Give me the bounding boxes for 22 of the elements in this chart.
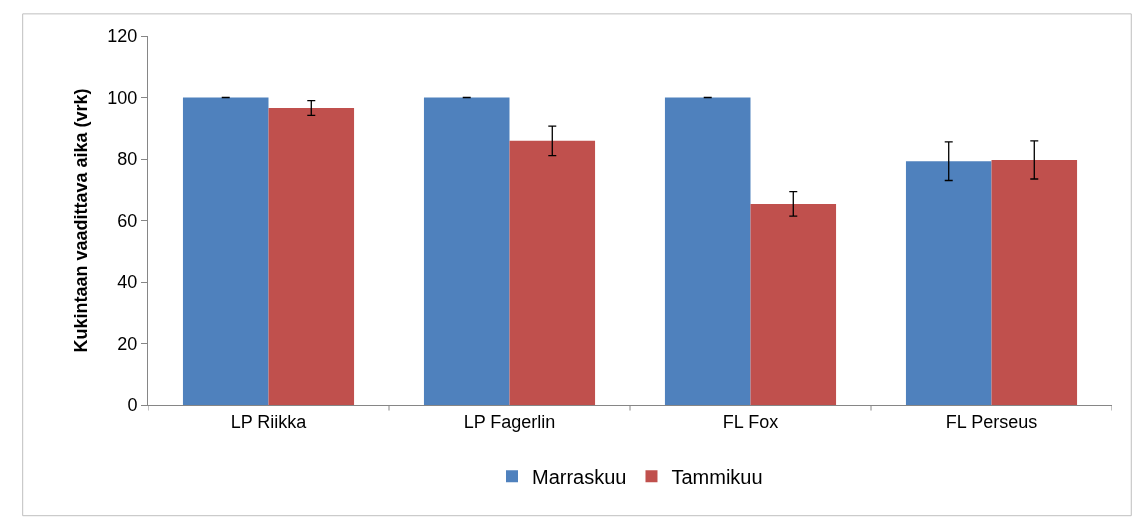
- y-tick-label: 20: [117, 333, 138, 354]
- legend-label: Marraskuu: [532, 465, 627, 488]
- bar: [750, 203, 837, 405]
- y-axis-title: Kukintaan vaadittava aika (vrk): [70, 88, 91, 353]
- bar: [268, 107, 355, 405]
- y-tick-label: 60: [117, 210, 138, 231]
- bar: [182, 97, 269, 405]
- bar: [423, 97, 510, 405]
- y-tick-label: 120: [107, 26, 138, 47]
- bar: [991, 159, 1078, 405]
- legend-label: Tammikuu: [671, 465, 763, 488]
- bar: [664, 97, 751, 405]
- x-tick-label: LP Fagerlin: [463, 411, 556, 432]
- x-tick-label: LP Riikka: [230, 411, 308, 432]
- y-tick-label: 80: [117, 149, 138, 170]
- y-tick-label: 100: [107, 87, 138, 108]
- bar: [509, 140, 596, 405]
- y-tick-label: 0: [127, 395, 138, 416]
- bar: [905, 161, 992, 405]
- y-tick-label: 40: [117, 272, 138, 293]
- x-tick-label: FL Fox: [722, 411, 779, 432]
- x-tick-label: FL Perseus: [945, 411, 1038, 432]
